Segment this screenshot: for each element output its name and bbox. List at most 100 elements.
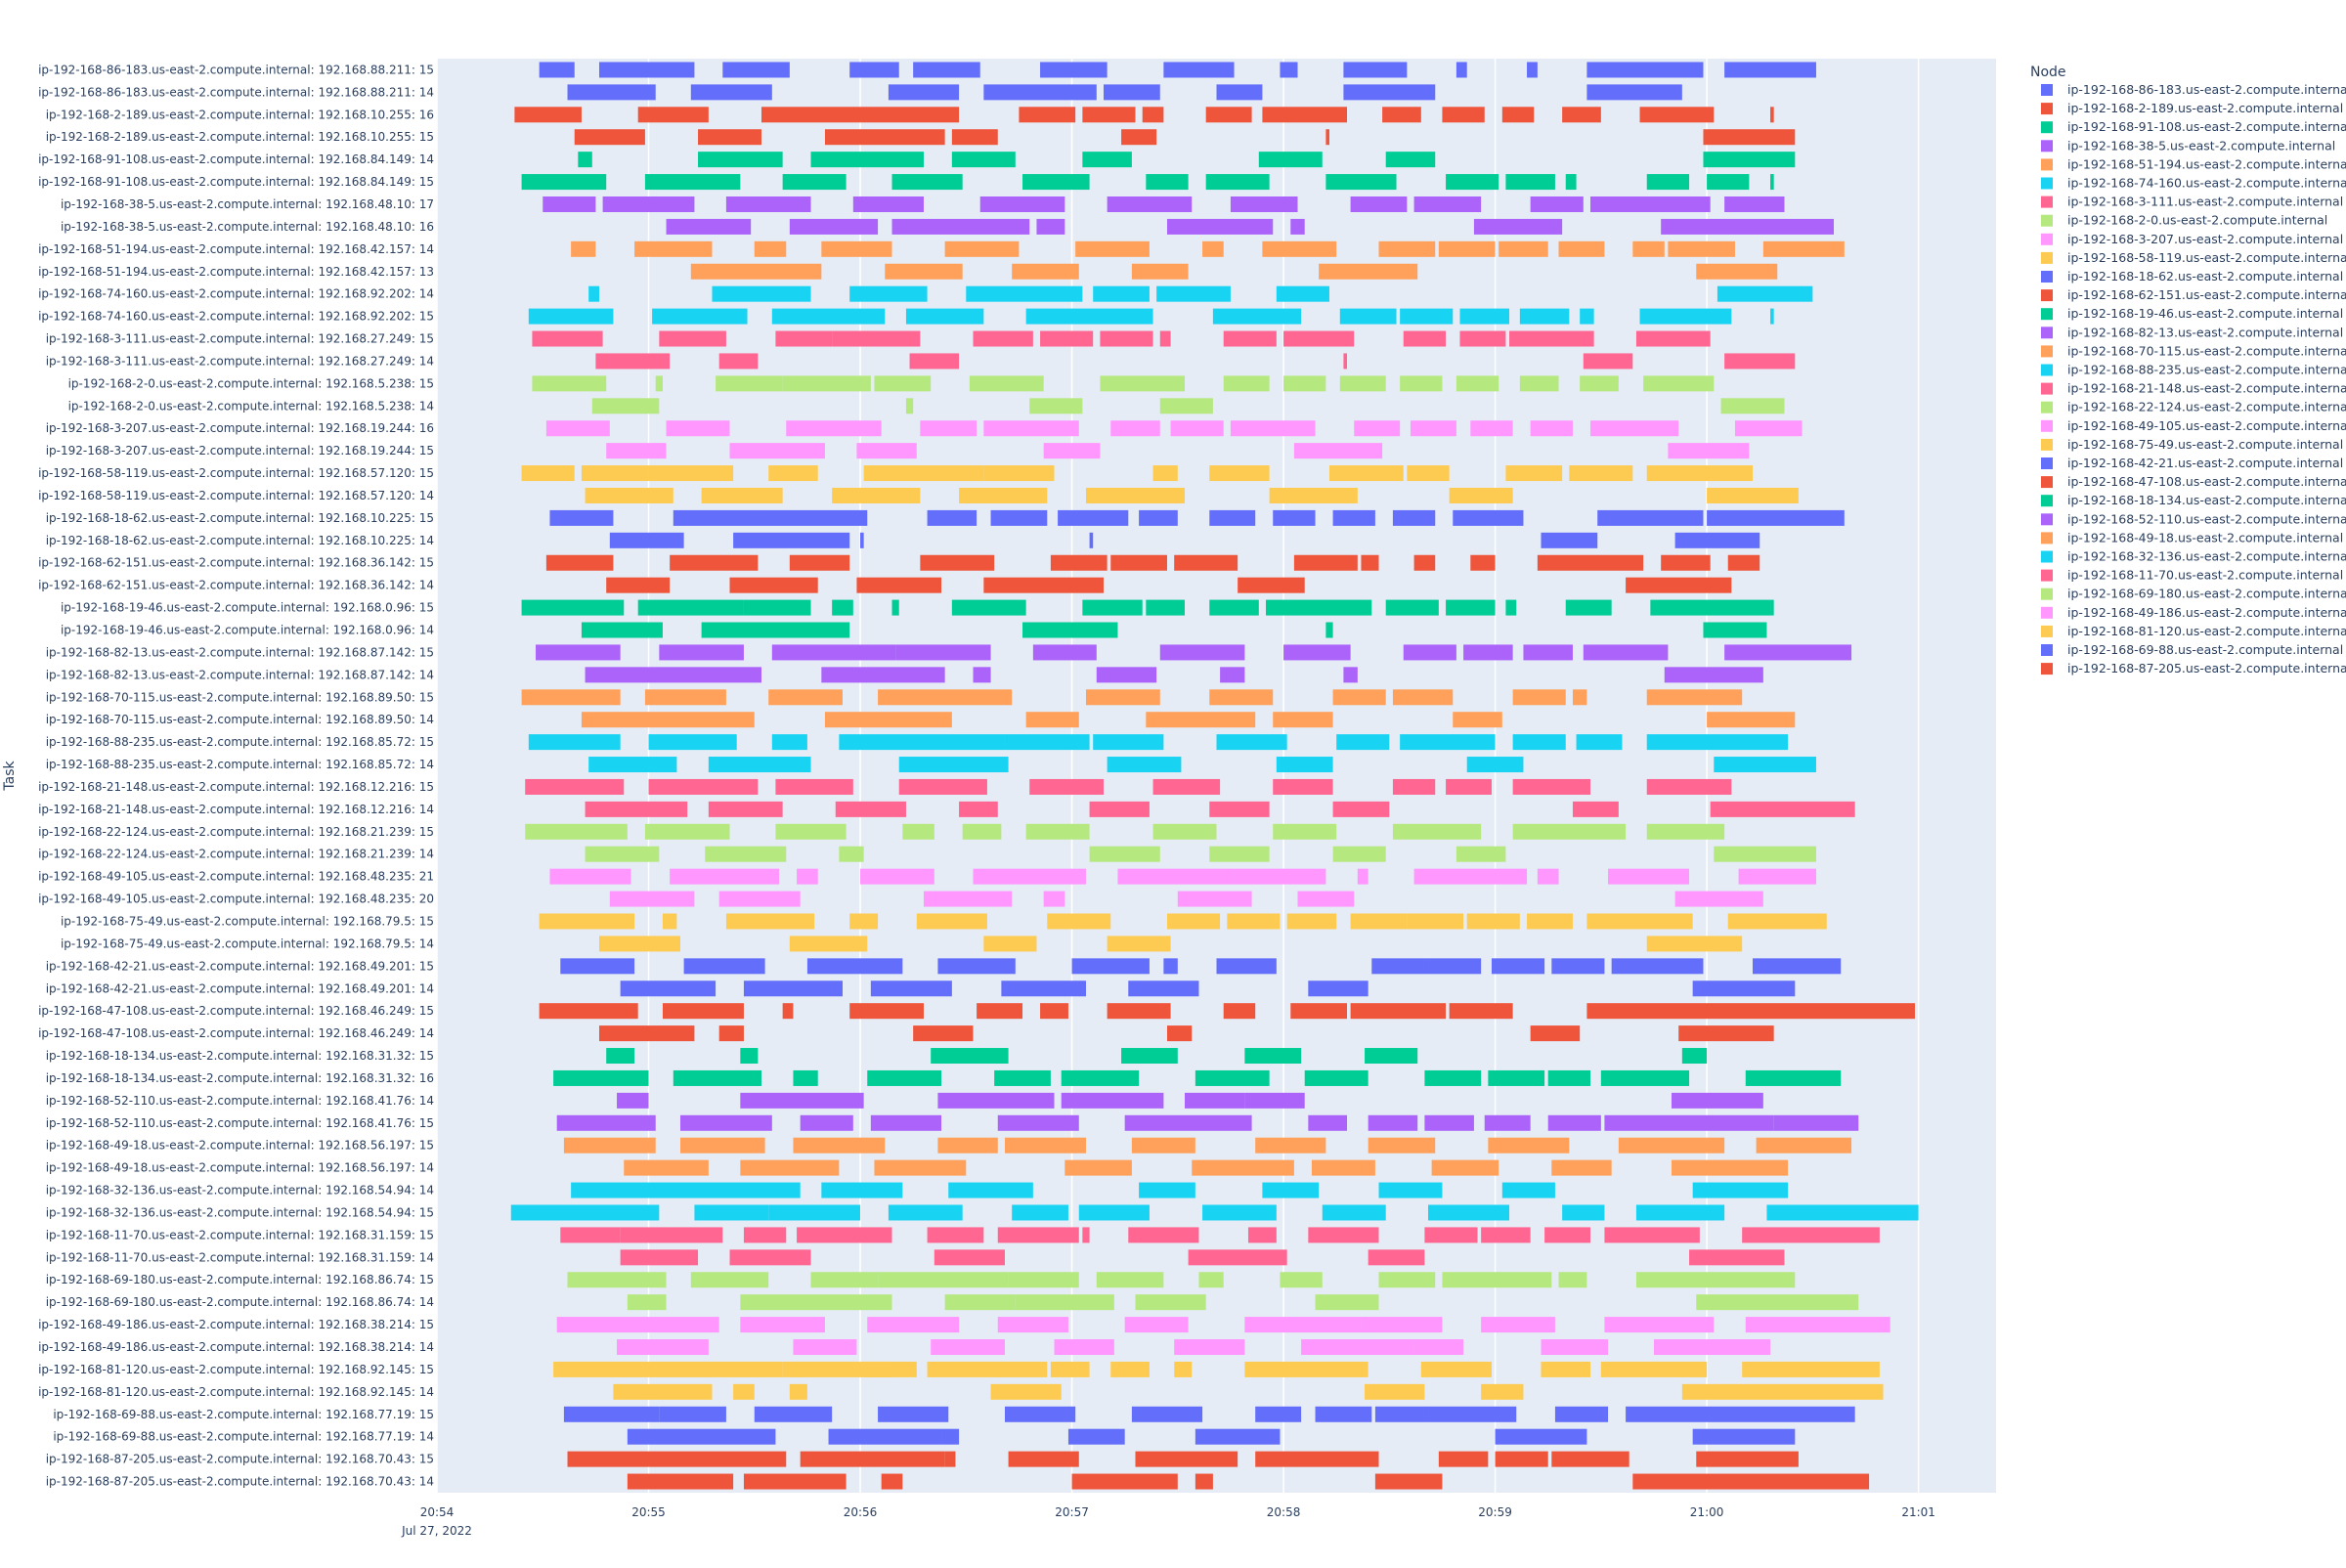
task-bar[interactable] [1308,980,1368,997]
legend-item[interactable]: ip-192-168-49-105.us-east-2.compute.inte… [2041,418,2346,433]
task-bar[interactable] [832,487,921,503]
task-bar[interactable] [673,1069,761,1086]
task-bar[interactable] [549,868,631,885]
task-bar[interactable] [1107,1003,1171,1020]
task-bar[interactable] [1446,778,1492,795]
task-bar[interactable] [1653,1339,1771,1356]
task-bar[interactable] [1276,757,1333,773]
legend-item[interactable]: ip-192-168-22-124.us-east-2.compute.inte… [2041,400,2346,414]
task-bar[interactable] [898,778,987,795]
task-bar[interactable] [941,1428,960,1445]
task-bar[interactable] [1580,375,1619,392]
task-bar[interactable] [725,913,815,930]
task-bar[interactable] [895,644,991,661]
legend-item[interactable]: ip-192-168-42-21.us-east-2.compute.inter… [2041,456,2343,470]
task-bar[interactable] [863,1361,892,1377]
task-bar[interactable] [1762,240,1845,257]
task-bar[interactable] [1385,599,1439,616]
task-bar[interactable] [679,1137,765,1154]
task-bar[interactable] [1463,644,1513,661]
task-bar[interactable] [1428,1204,1510,1221]
task-bar[interactable] [1266,599,1372,616]
task-bar[interactable] [637,107,709,123]
task-bar[interactable] [1374,1406,1429,1422]
task-bar[interactable] [553,1361,783,1377]
task-bar[interactable] [1343,62,1408,78]
task-bar[interactable] [913,62,980,78]
legend-item[interactable]: ip-192-168-51-194.us-east-2.compute.inte… [2041,156,2346,171]
task-bar[interactable] [1738,868,1816,885]
task-bar[interactable] [937,1092,1055,1109]
task-bar[interactable] [1139,1182,1195,1198]
task-bar[interactable] [536,644,621,661]
task-bar[interactable] [1646,174,1690,191]
task-bar[interactable] [1753,958,1842,975]
legend-item[interactable]: ip-192-168-32-136.us-east-2.compute.inte… [2041,549,2346,564]
task-bar[interactable] [598,1025,695,1042]
task-bar[interactable] [1280,62,1298,78]
task-bar[interactable] [856,577,942,593]
task-bar[interactable] [1198,1272,1224,1288]
task-bar[interactable] [951,599,1026,616]
task-bar[interactable] [1089,532,1094,548]
task-bar[interactable] [1678,1025,1774,1042]
task-bar[interactable] [944,240,1020,257]
task-bar[interactable] [1332,846,1386,862]
task-bar[interactable] [775,778,853,795]
legend-item[interactable]: ip-192-168-18-62.us-east-2.compute.inter… [2041,269,2343,283]
task-bar[interactable] [839,734,1005,751]
task-bar[interactable] [888,84,960,101]
task-bar[interactable] [1328,465,1404,482]
task-bar[interactable] [1223,375,1270,392]
task-bar[interactable] [1438,1451,1489,1467]
task-bar[interactable] [927,509,978,526]
task-bar[interactable] [1562,1204,1605,1221]
task-bar[interactable] [806,958,903,975]
task-bar[interactable] [733,532,850,548]
task-bar[interactable] [1505,599,1517,616]
task-bar[interactable] [810,152,924,168]
task-bar[interactable] [1227,913,1281,930]
task-bar[interactable] [598,936,680,952]
task-bar[interactable] [740,1048,759,1065]
task-bar[interactable] [983,84,1097,101]
task-bar[interactable] [951,129,998,146]
task-bar[interactable] [983,465,1055,482]
task-bar[interactable] [1209,465,1270,482]
task-bar[interactable] [1413,554,1436,571]
legend-item[interactable]: ip-192-168-2-189.us-east-2.compute.inter… [2041,101,2343,115]
task-bar[interactable] [1325,129,1329,146]
task-bar[interactable] [1061,1092,1164,1109]
task-bar[interactable] [1110,1361,1150,1377]
task-bar[interactable] [1484,1114,1531,1131]
task-bar[interactable] [1008,1272,1079,1288]
task-bar[interactable] [1255,1406,1302,1422]
task-bar[interactable] [1040,62,1108,78]
task-bar[interactable] [874,1159,967,1176]
task-bar[interactable] [1308,1114,1348,1131]
task-bar[interactable] [867,1069,942,1086]
task-bar[interactable] [1413,196,1482,212]
task-bar[interactable] [1410,420,1456,437]
task-bar[interactable] [1724,62,1816,78]
task-bar[interactable] [1061,1069,1140,1086]
task-bar[interactable] [959,487,1048,503]
task-bar[interactable] [1283,644,1351,661]
task-bar[interactable] [1368,1137,1436,1154]
task-bar[interactable] [1135,1294,1206,1311]
task-bar[interactable] [1244,1317,1362,1333]
task-bar[interactable] [1495,1428,1587,1445]
task-bar[interactable] [1481,1383,1524,1400]
task-bar[interactable] [931,1339,1005,1356]
task-bar[interactable] [620,1227,723,1243]
task-bar[interactable] [1378,240,1436,257]
task-bar[interactable] [556,1114,656,1131]
task-bar[interactable] [1159,330,1171,347]
task-bar[interactable] [1107,196,1193,212]
task-bar[interactable] [775,330,833,347]
task-bar[interactable] [1159,644,1245,661]
task-bar[interactable] [948,1182,1033,1198]
task-bar[interactable] [1096,667,1157,683]
task-bar[interactable] [1428,1406,1517,1422]
task-bar[interactable] [1646,689,1743,706]
